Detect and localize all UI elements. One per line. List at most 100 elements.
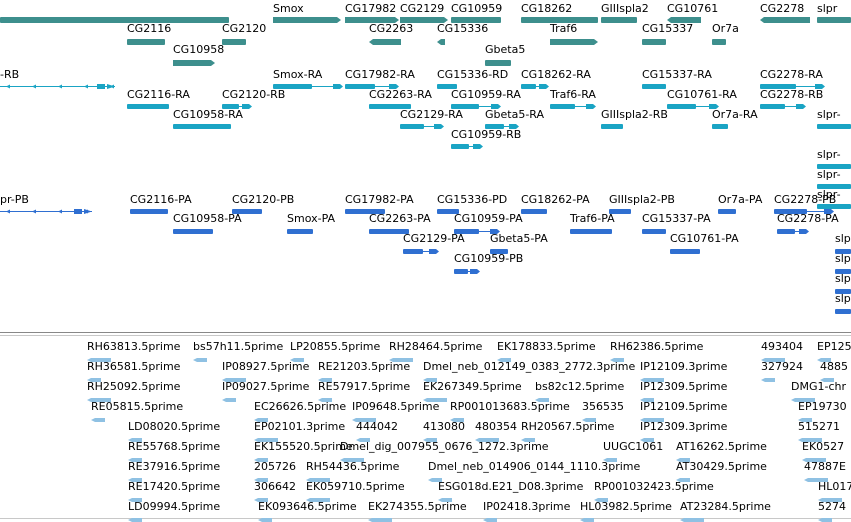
- est-feature-glyph[interactable]: [340, 454, 364, 467]
- ests-feature-label[interactable]: DMG1-chr: [791, 380, 846, 393]
- ests-feature-label[interactable]: RP001013683.5prime: [450, 400, 570, 413]
- est-feature-glyph[interactable]: [428, 474, 442, 487]
- genes-feature-glyph[interactable]: [369, 37, 401, 50]
- proteins-feature-label[interactable]: CG2129-PA: [403, 232, 465, 245]
- ests-feature-label[interactable]: 413080: [423, 420, 465, 433]
- transcripts-feature-label[interactable]: CG2278-RB: [760, 88, 824, 101]
- transcripts-feature-glyph[interactable]: [345, 81, 399, 94]
- ests-feature-label[interactable]: EK059710.5prime: [306, 480, 405, 493]
- est-feature-glyph[interactable]: [817, 354, 831, 367]
- est-feature-glyph[interactable]: [582, 414, 596, 427]
- ests-feature-label[interactable]: AT16262.5prime: [676, 440, 767, 453]
- genes-feature-label[interactable]: CG2129: [400, 2, 445, 15]
- ests-feature-label[interactable]: 356535: [582, 400, 624, 413]
- proteins-feature-glyph[interactable]: [437, 206, 459, 219]
- est-feature-glyph[interactable]: [128, 514, 142, 522]
- est-feature-glyph[interactable]: [450, 414, 464, 427]
- ests-feature-label[interactable]: bs82c12.5prime: [535, 380, 625, 393]
- transcripts-feature-glyph[interactable]: [0, 81, 115, 94]
- ests-feature-label[interactable]: EK267349.5prime: [423, 380, 522, 393]
- proteins-feature-label[interactable]: CG10959-PA: [454, 212, 523, 225]
- transcripts-feature-label[interactable]: CG2116-RA: [127, 88, 190, 101]
- genes-feature-label[interactable]: slpr: [817, 2, 838, 15]
- est-feature-glyph[interactable]: [818, 514, 832, 522]
- ests-feature-label[interactable]: IP12109.3prime: [640, 360, 728, 373]
- genes-feature-glyph[interactable]: [642, 37, 666, 50]
- est-feature-glyph[interactable]: [610, 354, 624, 367]
- est-feature-glyph[interactable]: [254, 414, 268, 427]
- est-feature-glyph[interactable]: [640, 394, 654, 407]
- ests-feature-label[interactable]: 480354: [475, 420, 517, 433]
- ests-feature-label[interactable]: 306642: [254, 480, 296, 493]
- ests-feature-label[interactable]: Dmel_dig_007955_0676_1272.3prime: [340, 440, 549, 453]
- est-feature-glyph[interactable]: [254, 494, 268, 507]
- est-feature-glyph[interactable]: [680, 514, 704, 522]
- genes-feature-glyph[interactable]: [345, 15, 399, 28]
- proteins-feature-label[interactable]: pr-PB: [0, 193, 29, 206]
- genes-feature-label[interactable]: CG10959: [451, 2, 503, 15]
- transcripts-feature-label[interactable]: GIIIspla2-RB: [601, 108, 668, 121]
- ests-feature-label[interactable]: LD08020.5prime: [128, 420, 221, 433]
- ests-feature-label[interactable]: LD09994.5prime: [128, 500, 221, 513]
- transcripts-feature-glyph[interactable]: [222, 101, 252, 114]
- transcripts-feature-glyph[interactable]: [550, 101, 596, 114]
- proteins-feature-label[interactable]: CG2120-PB: [232, 193, 295, 206]
- genes-feature-label[interactable]: CG2120: [222, 22, 267, 35]
- transcripts-feature-label[interactable]: CG2263-RA: [369, 88, 432, 101]
- ests-feature-label[interactable]: 515271: [798, 420, 840, 433]
- genes-feature-label[interactable]: Traf6: [550, 22, 578, 35]
- genes-feature-label[interactable]: CG2263: [369, 22, 414, 35]
- est-feature-glyph[interactable]: [640, 414, 664, 427]
- est-feature-glyph[interactable]: [128, 474, 142, 487]
- transcripts-feature-glyph[interactable]: [521, 81, 549, 94]
- transcripts-feature-label[interactable]: slpr-: [817, 108, 841, 121]
- transcripts-feature-glyph[interactable]: [400, 121, 444, 134]
- proteins-feature-glyph[interactable]: [835, 266, 851, 279]
- proteins-feature-label[interactable]: CG10958-PA: [173, 212, 242, 225]
- transcripts-feature-glyph[interactable]: [173, 121, 231, 134]
- ests-feature-label[interactable]: IP08927.5prime: [222, 360, 310, 373]
- ests-feature-label[interactable]: RH25092.5prime: [87, 380, 181, 393]
- ests-feature-label[interactable]: EK274355.5prime: [368, 500, 467, 513]
- proteins-feature-glyph[interactable]: [287, 226, 313, 239]
- genes-feature-glyph[interactable]: [485, 58, 511, 71]
- ests-feature-label[interactable]: RH54436.5prime: [306, 460, 400, 473]
- ests-feature-label[interactable]: bs57h11.5prime: [193, 340, 284, 353]
- est-feature-glyph[interactable]: [640, 374, 664, 387]
- transcripts-feature-glyph[interactable]: [817, 121, 851, 134]
- transcripts-feature-label[interactable]: Or7a-RA: [712, 108, 758, 121]
- genes-feature-label[interactable]: GIIIspla2: [601, 2, 649, 15]
- genes-feature-glyph[interactable]: [173, 58, 215, 71]
- proteins-feature-glyph[interactable]: [173, 226, 213, 239]
- proteins-feature-label[interactable]: Smox-PA: [287, 212, 336, 225]
- transcripts-feature-glyph[interactable]: [817, 181, 851, 194]
- transcripts-feature-glyph[interactable]: [667, 101, 719, 114]
- transcripts-feature-label[interactable]: CG10959-RB: [451, 128, 522, 141]
- genes-feature-glyph[interactable]: [273, 15, 341, 28]
- proteins-feature-glyph[interactable]: [609, 206, 631, 219]
- genes-feature-glyph[interactable]: [667, 15, 701, 28]
- transcripts-feature-glyph[interactable]: [369, 101, 411, 114]
- proteins-feature-glyph[interactable]: [835, 286, 851, 299]
- genes-feature-label[interactable]: CG10761: [667, 2, 719, 15]
- ests-feature-label[interactable]: EP02101.3prime: [254, 420, 346, 433]
- ests-feature-label[interactable]: IP12109.5prime: [640, 400, 728, 413]
- est-feature-glyph[interactable]: [603, 454, 617, 467]
- est-feature-glyph[interactable]: [128, 434, 142, 447]
- est-feature-glyph[interactable]: [193, 354, 207, 367]
- genes-feature-glyph[interactable]: [451, 15, 501, 28]
- transcripts-feature-glyph[interactable]: [451, 141, 483, 154]
- genes-feature-glyph[interactable]: [0, 15, 229, 28]
- est-feature-glyph[interactable]: [640, 434, 654, 447]
- ests-feature-label[interactable]: 4885: [820, 360, 848, 373]
- est-feature-glyph[interactable]: [594, 494, 608, 507]
- proteins-feature-label[interactable]: CG10761-PA: [670, 232, 739, 245]
- transcripts-feature-glyph[interactable]: [273, 81, 343, 94]
- est-feature-glyph[interactable]: [791, 394, 815, 407]
- transcripts-feature-label[interactable]: Gbeta5-RA: [485, 108, 545, 121]
- est-feature-glyph[interactable]: [423, 374, 437, 387]
- transcripts-feature-glyph[interactable]: [760, 81, 825, 94]
- est-feature-glyph[interactable]: [820, 374, 834, 387]
- est-feature-glyph[interactable]: [521, 434, 535, 447]
- ests-feature-label[interactable]: EC26626.5prime: [254, 400, 347, 413]
